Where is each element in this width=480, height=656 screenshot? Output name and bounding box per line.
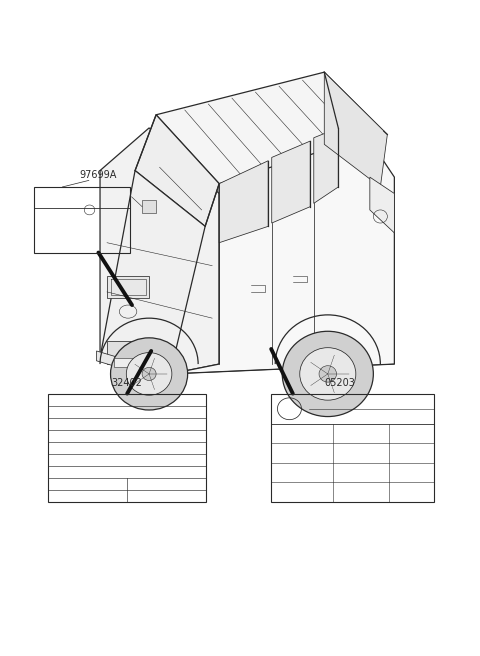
Polygon shape	[314, 128, 338, 203]
Bar	[48, 394, 206, 502]
Ellipse shape	[282, 331, 373, 417]
Polygon shape	[100, 128, 219, 374]
Polygon shape	[100, 171, 205, 374]
Ellipse shape	[126, 352, 172, 395]
Ellipse shape	[319, 365, 336, 382]
Polygon shape	[107, 341, 163, 364]
Text: 05203: 05203	[324, 379, 355, 388]
Polygon shape	[142, 200, 156, 213]
Polygon shape	[370, 177, 395, 233]
Polygon shape	[96, 351, 174, 384]
Bar	[271, 394, 434, 502]
Polygon shape	[324, 72, 387, 187]
Bar	[34, 187, 130, 253]
Polygon shape	[135, 115, 219, 226]
Polygon shape	[156, 72, 384, 184]
Ellipse shape	[142, 367, 156, 380]
Polygon shape	[114, 358, 135, 367]
Ellipse shape	[110, 338, 188, 410]
Polygon shape	[170, 72, 395, 374]
Ellipse shape	[300, 348, 356, 400]
Polygon shape	[272, 141, 310, 223]
Polygon shape	[107, 276, 149, 298]
Text: 97699A: 97699A	[79, 171, 117, 180]
Text: 32402: 32402	[112, 379, 143, 388]
Polygon shape	[100, 112, 395, 364]
Polygon shape	[219, 161, 268, 243]
